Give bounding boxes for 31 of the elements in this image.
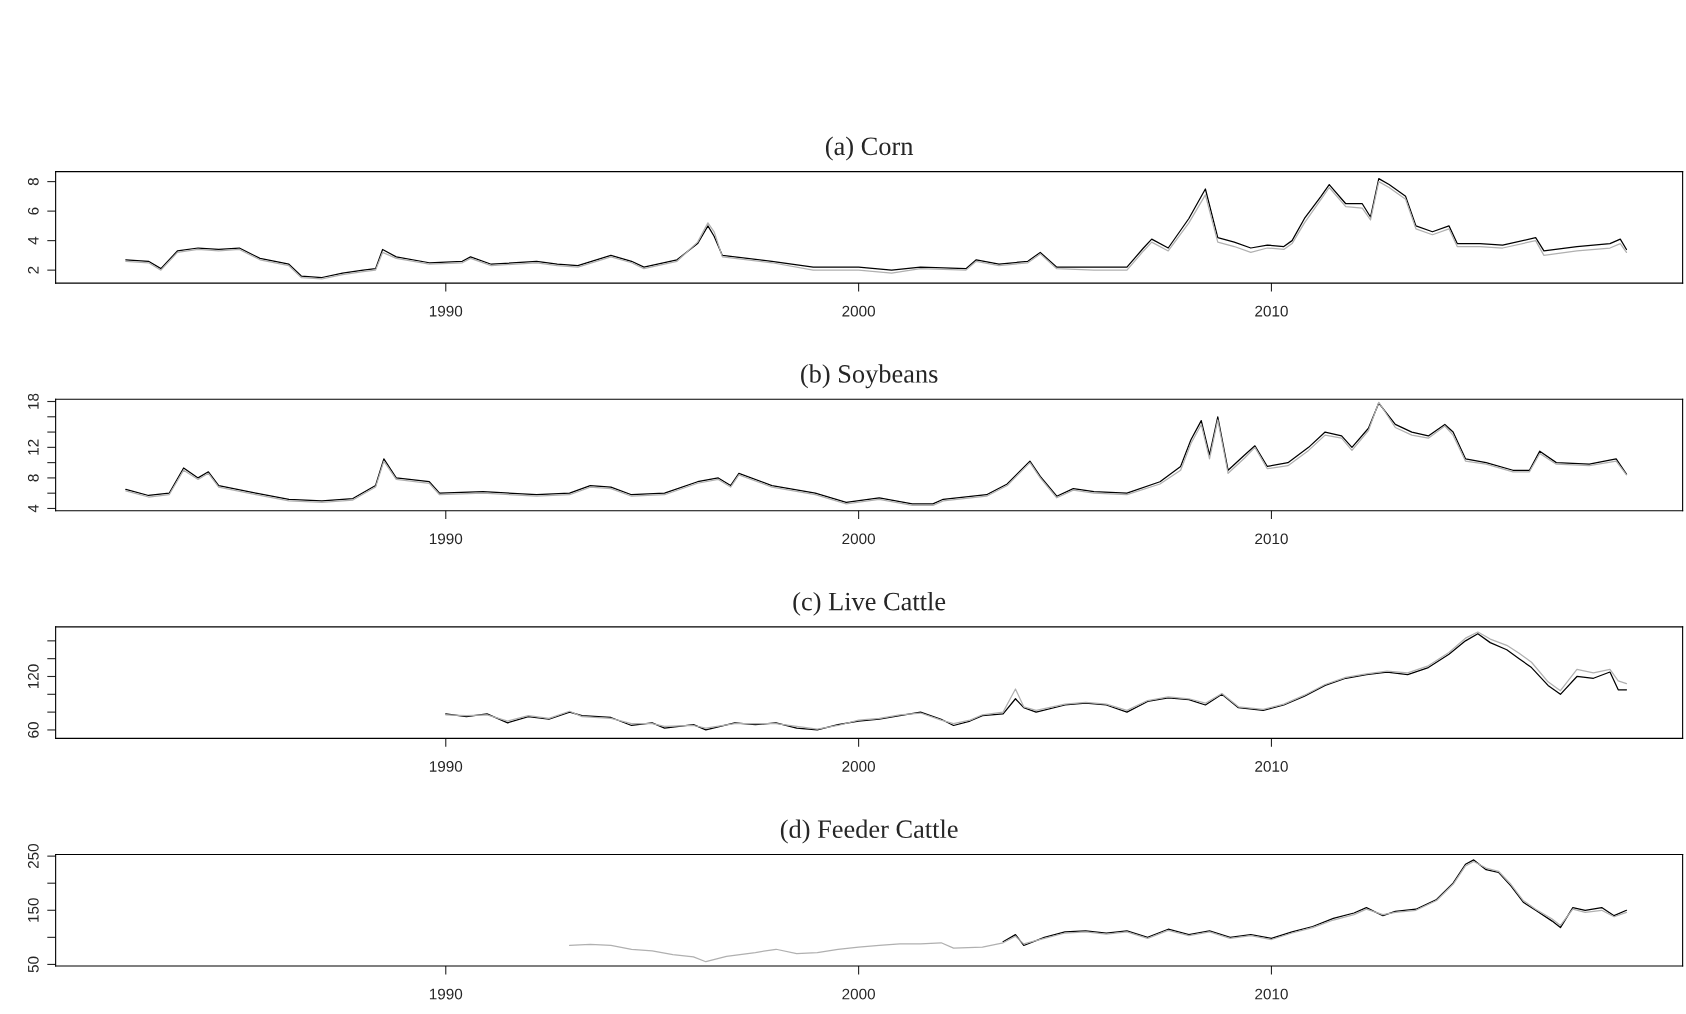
y-tick-label: 8 — [27, 178, 39, 186]
y-tick-label: 60 — [27, 722, 39, 738]
x-tick-label: 1990 — [429, 988, 463, 1000]
y-tick-label: 150 — [27, 898, 39, 922]
x-tick-label: 2010 — [1255, 305, 1288, 317]
line-series — [568, 860, 1628, 963]
x-tick-label: 2000 — [842, 761, 875, 772]
x-tick-label: 2000 — [842, 533, 875, 545]
y-tick-label: 120 — [27, 664, 39, 689]
x-tick-label: 2000 — [842, 988, 875, 1000]
x-tick-label: 2010 — [1255, 761, 1288, 772]
x-tick-label: 2010 — [1255, 533, 1288, 545]
x-tick-label: 1990 — [429, 533, 463, 545]
line-series — [1002, 859, 1628, 947]
x-tick-label: 1990 — [429, 305, 463, 317]
chart-title: (a) Corn — [825, 136, 914, 161]
y-tick-label: 250 — [27, 843, 39, 869]
y-tick-label: 18 — [27, 393, 39, 409]
x-tick-label: 2000 — [842, 305, 875, 317]
y-tick-label: 12 — [27, 439, 39, 455]
y-tick-label: 4 — [28, 504, 39, 513]
chart-title: (b) Soybeans — [801, 364, 938, 389]
x-tick-label: 1990 — [429, 761, 463, 772]
y-tick-label: 4 — [28, 236, 39, 245]
y-tick-label: 50 — [27, 956, 39, 973]
chart-title: (d) Feeder Cattle — [780, 819, 958, 844]
y-tick-label: 2 — [27, 266, 39, 274]
x-tick-label: 2010 — [1255, 988, 1288, 1000]
y-tick-label: 6 — [27, 207, 39, 215]
chart-title: (c) Live Cattle — [793, 591, 946, 616]
y-tick-label: 8 — [27, 474, 39, 482]
